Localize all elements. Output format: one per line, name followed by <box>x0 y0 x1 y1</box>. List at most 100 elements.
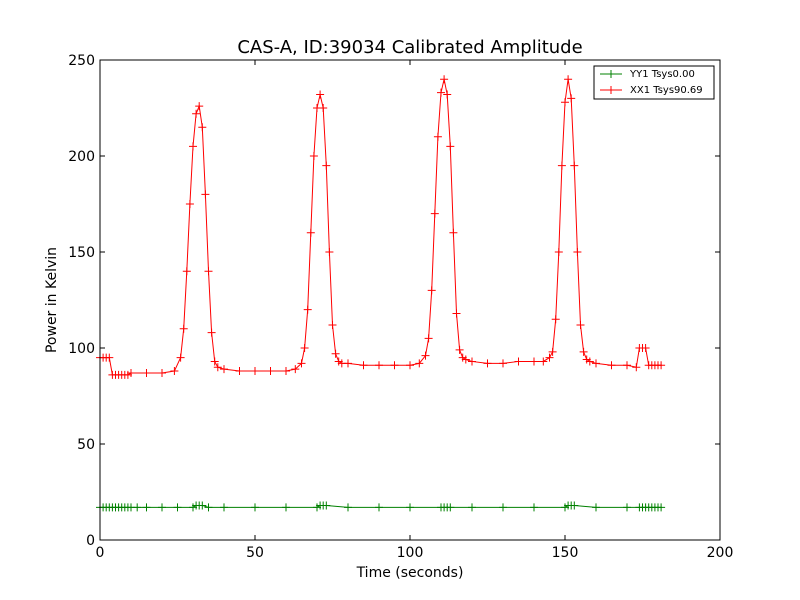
data-point <box>567 94 576 103</box>
y-tick-label: 50 <box>77 437 95 453</box>
data-point <box>195 102 204 111</box>
data-point <box>592 359 600 368</box>
data-point <box>309 152 318 160</box>
data-point <box>207 328 216 337</box>
y-tick-label: 0 <box>86 533 95 549</box>
plot-area <box>100 60 720 540</box>
data-point <box>204 267 213 276</box>
data-point <box>375 503 383 512</box>
data-point <box>105 353 114 362</box>
data-point <box>592 503 600 512</box>
data-point <box>551 315 560 324</box>
data-point <box>657 503 666 512</box>
data-point <box>204 503 213 512</box>
y-axis-label: Power in Kelvin <box>44 247 60 353</box>
y-tick-label: 100 <box>68 341 95 357</box>
data-point <box>251 503 259 512</box>
data-point <box>213 363 222 372</box>
data-point <box>585 357 594 366</box>
data-point <box>557 161 566 170</box>
data-point <box>632 363 641 372</box>
data-point <box>179 324 188 333</box>
data-point <box>561 98 569 107</box>
data-point <box>359 361 368 370</box>
data-point <box>282 503 290 512</box>
data-point <box>449 228 458 237</box>
legend-frame <box>593 65 715 100</box>
x-tick-label: 0 <box>96 545 105 561</box>
chart-title: CAS-A, ID:39034 Calibrated Amplitude <box>237 37 582 58</box>
data-point <box>170 367 179 376</box>
data-point <box>198 501 207 510</box>
data-point <box>427 286 436 295</box>
data-point <box>328 320 337 329</box>
data-point <box>306 228 315 237</box>
data-point <box>570 161 579 170</box>
data-point <box>142 503 151 512</box>
data-point <box>452 309 461 318</box>
data-point <box>433 132 442 141</box>
data-point <box>573 248 582 256</box>
data-point <box>468 357 476 366</box>
data-point <box>182 267 191 276</box>
data-point <box>499 359 507 368</box>
data-point <box>210 357 219 366</box>
data-point <box>430 209 439 218</box>
data-point <box>158 368 166 377</box>
data-point <box>300 344 309 352</box>
data-point <box>176 353 185 362</box>
data-point <box>201 190 210 199</box>
data-point <box>554 248 563 256</box>
data-point <box>251 367 259 376</box>
series-xx1 <box>96 75 666 379</box>
data-point <box>530 503 538 512</box>
x-tick-label: 150 <box>552 545 579 561</box>
data-point <box>641 344 650 352</box>
data-point <box>406 361 414 370</box>
data-point <box>424 334 433 343</box>
data-point <box>325 248 334 256</box>
data-point <box>375 361 383 370</box>
data-point <box>303 305 312 314</box>
data-point <box>545 353 554 362</box>
series-yy1 <box>96 501 666 512</box>
data-point <box>322 501 331 510</box>
data-point <box>461 355 470 364</box>
y-tick-label: 150 <box>68 245 95 261</box>
data-point <box>319 104 328 112</box>
data-point <box>142 368 151 377</box>
data-point <box>623 503 631 512</box>
data-point <box>446 503 455 512</box>
data-point <box>421 351 430 360</box>
x-axis-label: Time (seconds) <box>356 565 464 581</box>
data-point <box>483 359 492 368</box>
data-point <box>415 359 424 368</box>
y-tick-label: 200 <box>68 149 95 165</box>
data-point <box>133 503 142 512</box>
data-point <box>185 200 194 208</box>
data-point <box>291 365 300 374</box>
data-point <box>344 359 352 368</box>
data-point <box>406 503 414 512</box>
data-point <box>127 368 135 377</box>
data-point <box>539 357 548 366</box>
data-point <box>443 90 452 99</box>
data-point <box>390 361 399 370</box>
data-point <box>297 359 306 368</box>
data-point <box>189 142 197 151</box>
y-axis: 0 50 100 150 200 250 <box>68 53 720 549</box>
legend: YY1 Tsys0.00 XX1 Tsys90.69 <box>593 65 715 100</box>
data-point <box>548 347 557 356</box>
legend-label-xx1: XX1 Tsys90.69 <box>630 85 703 96</box>
data-point <box>440 75 449 84</box>
data-point <box>282 367 290 376</box>
data-point <box>607 361 616 370</box>
series-layer <box>96 75 666 512</box>
data-point <box>514 357 523 366</box>
data-point <box>235 367 244 376</box>
x-tick-label: 50 <box>246 545 264 561</box>
data-point <box>220 503 228 512</box>
data-point <box>468 503 476 512</box>
data-point <box>322 161 331 170</box>
